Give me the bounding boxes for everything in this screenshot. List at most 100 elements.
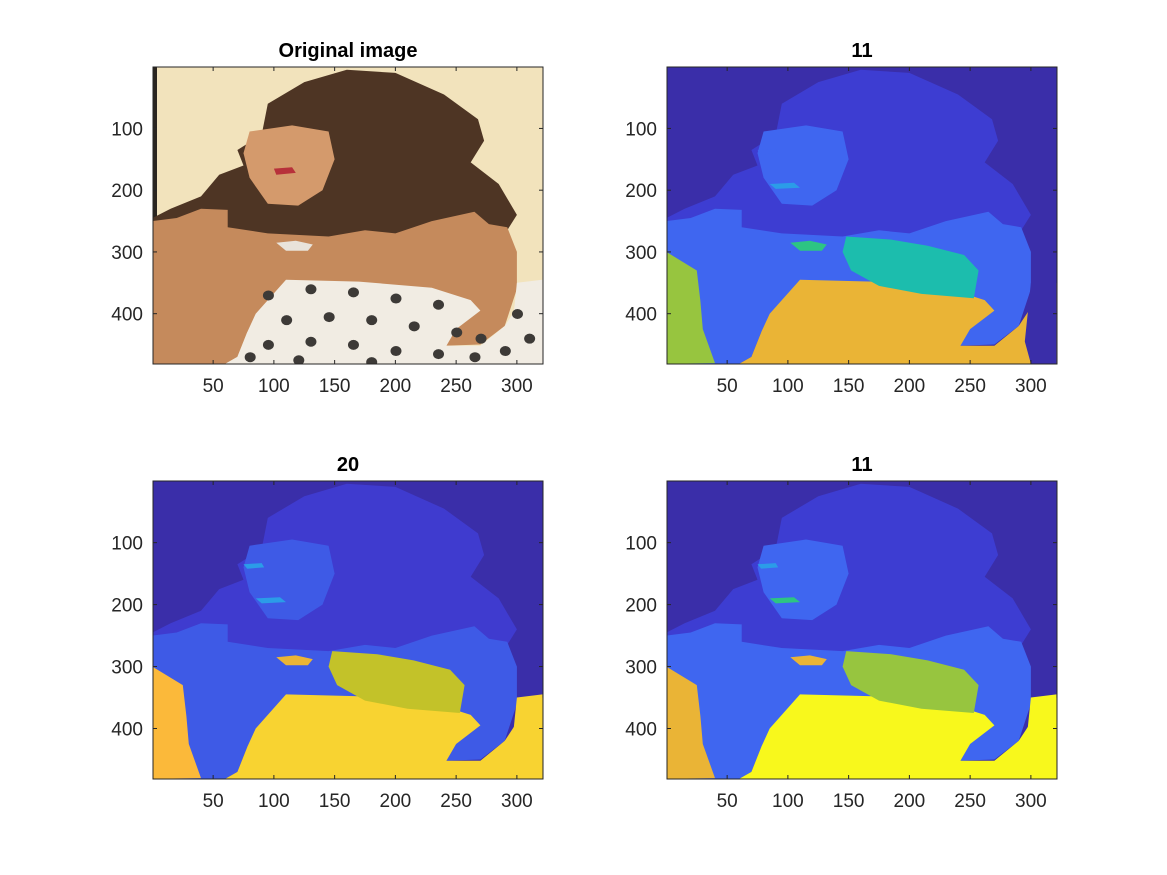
y-tick-label: 100 <box>111 534 143 555</box>
photo-cloth <box>225 279 543 364</box>
photo-dot <box>347 287 359 298</box>
segment-small-region <box>790 240 827 251</box>
y-tick-label: 100 <box>625 534 657 555</box>
segment-cloth <box>739 279 1057 364</box>
photo-dot <box>262 290 274 301</box>
photo-dot <box>390 293 402 304</box>
segment-hand <box>328 651 465 713</box>
x-tick-label: 200 <box>894 376 926 397</box>
x-tick-label: 150 <box>319 791 351 812</box>
y-tick-label: 100 <box>625 119 657 140</box>
y-tick-label: 400 <box>625 720 657 741</box>
x-tick-label: 50 <box>203 791 224 812</box>
x-tick-label: 50 <box>203 376 224 397</box>
segment-lip-region <box>769 182 800 189</box>
x-tick-label: 250 <box>954 791 986 812</box>
subplot-title: 11 <box>851 40 872 62</box>
y-tick-label: 100 <box>111 119 143 140</box>
photo-face <box>243 125 335 206</box>
x-tick-label: 300 <box>1015 376 1047 397</box>
segment-cloth <box>739 694 1057 779</box>
photo-dot <box>433 299 445 310</box>
photo-dot <box>499 346 511 357</box>
photo-dot <box>244 352 256 363</box>
photo-dot <box>390 346 402 357</box>
photo-cloth-right <box>510 279 543 364</box>
segment-small-region <box>790 655 827 666</box>
y-tick-label: 200 <box>111 596 143 617</box>
x-tick-label: 300 <box>1015 791 1047 812</box>
photo-dot <box>293 355 305 364</box>
x-tick-label: 300 <box>501 376 533 397</box>
photo-edge <box>153 67 157 364</box>
segment-left <box>667 252 715 364</box>
axes-frame <box>666 480 1058 780</box>
segment-right <box>510 694 543 779</box>
x-tick-label: 250 <box>440 791 472 812</box>
y-tick-label: 300 <box>111 243 143 264</box>
segment-lip-region <box>255 597 286 604</box>
photo-dot <box>433 349 445 360</box>
x-tick-label: 200 <box>894 791 926 812</box>
photo-dot <box>469 352 481 363</box>
x-tick-label: 100 <box>258 791 290 812</box>
subplot-1: Original image 50 100 150 200 250 300 100 200 300… <box>111 40 544 397</box>
photo-dot <box>347 339 359 350</box>
subplot-3: 20 50 100 150 200 250 300 100 200 300 400 <box>111 454 544 812</box>
y-tick-label: 200 <box>625 596 657 617</box>
x-tick-label: 200 <box>380 376 412 397</box>
photo-dot <box>366 315 378 326</box>
photo-dot <box>475 333 487 344</box>
y-tick-label: 400 <box>625 305 657 326</box>
x-tick-label: 250 <box>954 376 986 397</box>
axes-frame <box>152 480 544 780</box>
photo-dot <box>366 357 378 364</box>
x-tick-label: 200 <box>380 791 412 812</box>
image-content <box>667 481 1057 779</box>
photo-dot <box>281 315 293 326</box>
y-tick-label: 200 <box>625 181 657 202</box>
y-tick-label: 400 <box>111 305 143 326</box>
x-tick-label: 50 <box>717 791 738 812</box>
photo-dot <box>305 284 317 295</box>
subplot-title: Original image <box>279 40 418 62</box>
segment-right <box>1024 694 1057 779</box>
segment-cloth <box>225 694 543 779</box>
y-tick-label: 300 <box>111 658 143 679</box>
y-tick-label: 200 <box>111 181 143 202</box>
subplot-2: 11 50 100 150 200 250 300 100 200 300 400 <box>625 40 1058 397</box>
photo-dot <box>408 321 420 332</box>
image-content <box>153 67 543 364</box>
axes-frame <box>152 66 544 365</box>
segment-eye-region <box>757 563 779 569</box>
photo-lips <box>273 167 296 175</box>
y-tick-label: 300 <box>625 658 657 679</box>
y-tick-label: 300 <box>625 243 657 264</box>
image-content <box>153 481 543 779</box>
x-tick-label: 150 <box>833 791 865 812</box>
segment-hand <box>842 236 979 299</box>
photo-dot <box>511 308 523 319</box>
x-tick-label: 50 <box>717 376 738 397</box>
photo-dot <box>323 312 335 323</box>
segment-left <box>667 666 715 779</box>
photo-dot <box>451 327 463 338</box>
photo-dot <box>262 339 274 350</box>
segment-right <box>1024 279 1057 364</box>
x-tick-label: 250 <box>440 376 472 397</box>
subplot-4: 11 50 100 150 200 250 300 100 200 300 400 <box>625 454 1058 812</box>
x-tick-label: 300 <box>501 791 533 812</box>
photo-hand-highlight <box>276 240 313 251</box>
subplot-title: 20 <box>337 454 359 476</box>
image-content <box>667 67 1057 364</box>
segment-eye-region <box>757 148 779 155</box>
x-tick-label: 100 <box>258 376 290 397</box>
photo-dot <box>524 333 536 344</box>
segment-hand <box>842 651 979 713</box>
segment-left <box>153 666 201 779</box>
axes-frame <box>666 66 1058 365</box>
x-tick-label: 100 <box>772 791 804 812</box>
x-tick-label: 150 <box>833 376 865 397</box>
y-tick-label: 400 <box>111 720 143 741</box>
